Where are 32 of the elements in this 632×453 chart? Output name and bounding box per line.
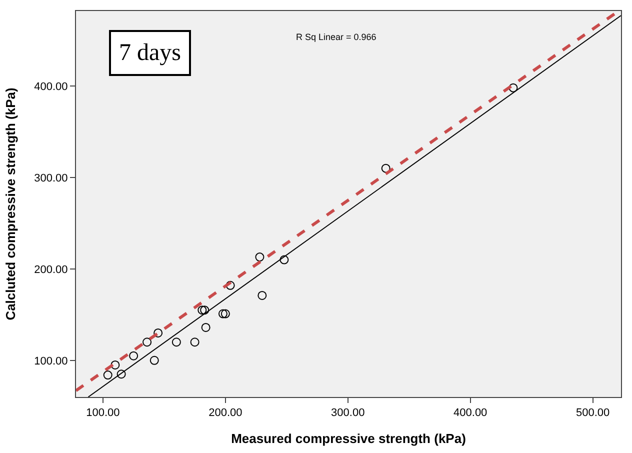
point [142,338,152,347]
point [116,370,126,379]
point [103,370,112,380]
point [201,322,210,332]
point [154,328,163,338]
point [200,306,210,315]
point [220,309,230,318]
point [198,306,207,315]
x-tick-label: 400.00 [454,407,488,420]
y-tick-label: 400.00 [34,80,68,93]
point [226,280,235,290]
point [255,252,264,262]
point [110,360,120,370]
point [280,255,289,264]
y-tick-label: 300.00 [34,172,68,184]
point [129,351,138,360]
x-tick-label: 200.00 [208,407,242,420]
point [508,83,518,92]
x-tick-label: 300.00 [331,407,365,420]
y-tick-label: 200.00 [34,264,68,276]
y-axis-title: Calcluted compressive strength (kPa) [3,88,18,320]
point [172,338,181,347]
point [258,290,267,300]
x-tick-label: 100.00 [86,407,120,420]
point [150,356,159,365]
x-tick-label: 500.00 [576,407,610,420]
x-axis-title: Measured compressive strength (kPa) [231,430,466,446]
y-tick-label: 100.00 [34,355,68,368]
annotation: 7 days [119,40,181,66]
point [218,309,228,318]
point [190,338,200,347]
annotation: R Sq Linear = 0.966 [296,32,376,42]
